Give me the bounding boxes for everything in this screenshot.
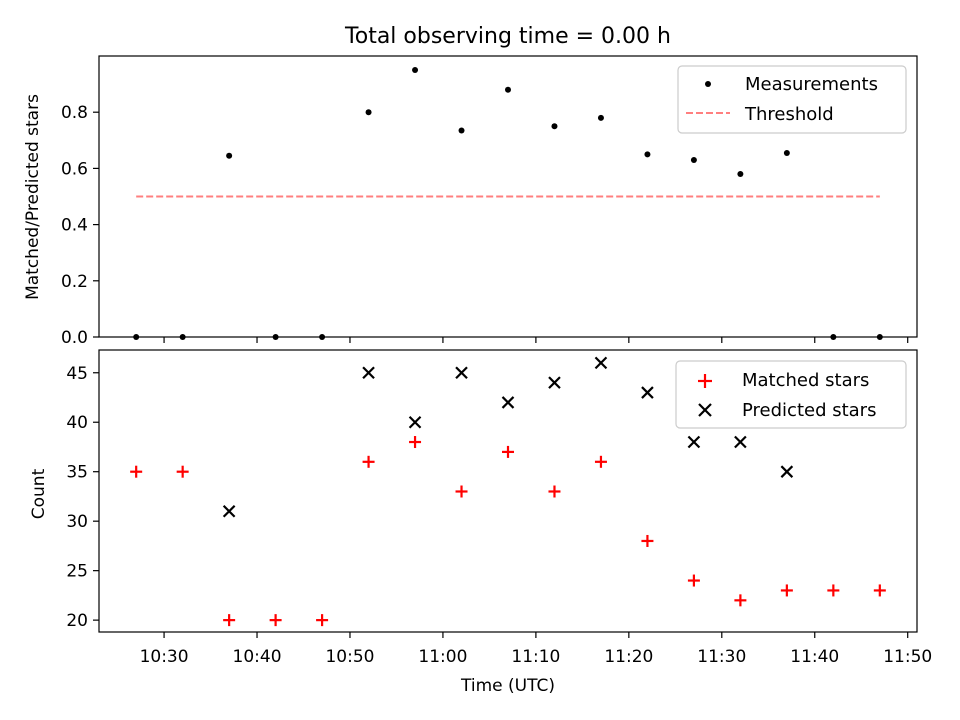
top-panel: 0.00.20.40.60.8 Matched/Predicted stars … bbox=[23, 55, 918, 348]
top-axes-frame bbox=[98, 55, 918, 338]
xtick-label: 10:50 bbox=[325, 647, 374, 667]
legend-measurements-label: Measurements bbox=[745, 74, 878, 95]
matched-star-point bbox=[409, 436, 422, 449]
top-panel-title: Total observing time = 0.00 h bbox=[344, 24, 671, 49]
top-legend-box bbox=[677, 65, 907, 134]
bottom-x-ticks: 10:30 10:40 10:50 11:00 11:10 11:20 11:30 11:40… bbox=[140, 632, 932, 667]
xtick-label: 11:00 bbox=[418, 647, 467, 667]
matched-star-point bbox=[594, 455, 607, 468]
matched-star-point bbox=[176, 465, 189, 478]
top-ytick-label: 0.8 bbox=[61, 103, 88, 123]
matched-star-point bbox=[641, 534, 654, 547]
top-ytick-label: 0.0 bbox=[61, 328, 88, 348]
measurement-point bbox=[551, 123, 558, 130]
x-axis-label: Time (UTC) bbox=[460, 676, 555, 696]
matched-star-point bbox=[827, 584, 840, 597]
bottom-y-ticks: 20 25 30 35 40 45 bbox=[66, 364, 99, 631]
legend-measurements-marker bbox=[705, 81, 711, 87]
predicted-star-point bbox=[548, 376, 561, 389]
legend-predicted-label: Predicted stars bbox=[742, 400, 876, 421]
bottom-axes-frame bbox=[98, 349, 918, 633]
bottom-ytick-label: 25 bbox=[66, 562, 88, 582]
measurement-point bbox=[365, 109, 372, 116]
bottom-panel: 20 25 30 35 40 45 10:30 10:40 10:50 11:00 11:10 11… bbox=[29, 349, 932, 696]
xtick-label: 11:40 bbox=[790, 647, 839, 667]
measurement-point bbox=[226, 152, 233, 159]
legend-matched-marker bbox=[698, 374, 712, 388]
legend-threshold-label: Threshold bbox=[744, 104, 834, 125]
predicted-star-point bbox=[362, 366, 375, 380]
bottom-ytick-label: 40 bbox=[66, 413, 88, 433]
bottom-legend: Matched stars Predicted stars bbox=[675, 360, 907, 429]
matched-star-point bbox=[548, 485, 561, 498]
bottom-legend-box bbox=[675, 360, 907, 429]
matched-star-point bbox=[316, 614, 329, 627]
matched-star-point bbox=[269, 614, 282, 627]
legend-predicted-marker bbox=[698, 403, 712, 417]
xtick-label: 11:20 bbox=[604, 647, 653, 667]
top-y-axis-label: Matched/Predicted stars bbox=[23, 94, 43, 300]
predicted-star-point bbox=[734, 435, 747, 449]
bottom-y-axis-label: Count bbox=[29, 468, 49, 519]
bottom-ytick-label: 20 bbox=[66, 611, 88, 631]
bottom-plot-marks bbox=[130, 356, 886, 627]
matched-star-point bbox=[502, 445, 514, 458]
top-plot-marks bbox=[133, 67, 883, 340]
matched-star-point bbox=[873, 584, 886, 597]
measurement-point bbox=[783, 149, 790, 156]
measurement-point bbox=[690, 156, 697, 163]
predicted-star-point bbox=[780, 465, 794, 478]
measurement-point bbox=[597, 114, 604, 121]
top-ytick-label: 0.2 bbox=[61, 272, 88, 292]
matched-star-point bbox=[687, 574, 700, 587]
predicted-star-point bbox=[594, 356, 608, 370]
xtick-label: 11:30 bbox=[697, 647, 746, 667]
predicted-star-point bbox=[687, 435, 701, 449]
bottom-ytick-label: 45 bbox=[66, 364, 88, 384]
xtick-label: 10:40 bbox=[233, 647, 282, 667]
top-ytick-label: 0.6 bbox=[61, 159, 88, 179]
xtick-label: 11:10 bbox=[511, 647, 560, 667]
matched-star-point bbox=[734, 594, 747, 607]
measurement-point bbox=[644, 151, 651, 158]
predicted-star-point bbox=[501, 396, 515, 409]
bottom-ytick-label: 30 bbox=[66, 512, 88, 532]
matched-star-point bbox=[780, 584, 793, 597]
top-legend: Measurements Threshold bbox=[677, 65, 907, 134]
matched-star-point bbox=[455, 485, 468, 498]
top-ytick-label: 0.4 bbox=[61, 216, 88, 236]
measurement-point bbox=[412, 67, 419, 74]
xtick-label: 10:30 bbox=[140, 647, 189, 667]
bottom-ytick-label: 35 bbox=[66, 463, 88, 483]
top-x-ticks bbox=[163, 337, 909, 343]
predicted-star-point bbox=[641, 386, 654, 399]
matched-star-point bbox=[362, 455, 375, 468]
measurement-point bbox=[505, 86, 511, 93]
legend-matched-label: Matched stars bbox=[742, 370, 869, 391]
matched-star-point bbox=[130, 465, 143, 478]
measurement-point bbox=[737, 171, 744, 178]
matched-star-point bbox=[223, 614, 236, 627]
xtick-label: 11:50 bbox=[883, 647, 932, 667]
predicted-star-point bbox=[408, 415, 422, 429]
predicted-star-point bbox=[455, 366, 468, 380]
predicted-star-point bbox=[222, 505, 236, 518]
measurement-point bbox=[458, 127, 465, 134]
top-y-ticks: 0.0 0.2 0.4 0.6 0.8 bbox=[61, 103, 99, 348]
